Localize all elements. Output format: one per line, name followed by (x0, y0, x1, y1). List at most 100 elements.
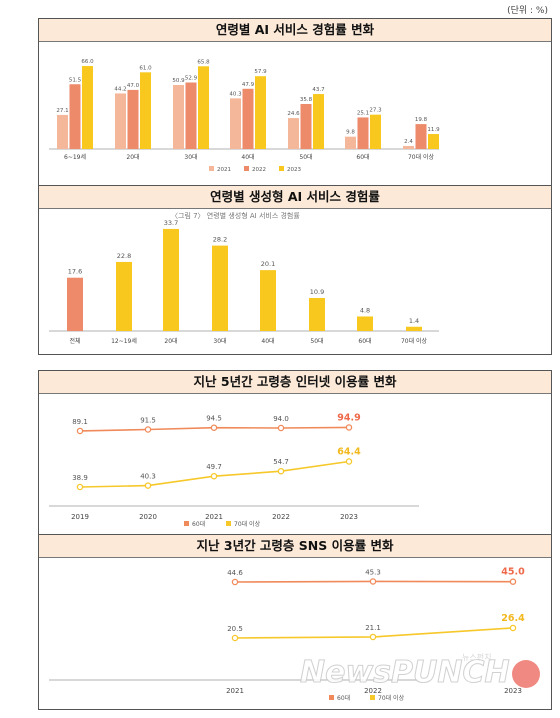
chart1-category-label: 40대 (241, 153, 254, 161)
chart3-point (76, 427, 84, 435)
chart1-bar-2022 (127, 89, 139, 149)
chart1-bar-2022 (300, 103, 312, 149)
chart3-value-label: 94.9 (337, 412, 360, 423)
chart1-value-label: 57.9 (254, 69, 267, 75)
chart2-category-label: 20대 (164, 337, 177, 345)
chart1-bar-2021 (288, 118, 299, 149)
chart4-point (231, 634, 239, 642)
chart1-bar-2023 (198, 66, 209, 149)
chart1-bar-2021 (345, 136, 356, 149)
chart1-value-label: 47.0 (127, 83, 140, 89)
chart4-point (369, 578, 377, 585)
chart2-value-label: 28.2 (213, 236, 227, 244)
chart2-category-label: 전체 (69, 337, 80, 345)
chart3-svg: 89.1 91.5 94.5 94.0 94.9 38.9 40.3 49.7 54.7 64.4… (49, 412, 419, 528)
chart1-value-label: 43.7 (312, 87, 325, 93)
chart4-legend-swatch (370, 695, 375, 700)
chart2-value-label: 1.4 (409, 317, 419, 325)
chart2-bar (406, 326, 422, 331)
chart1-bar-2022 (69, 84, 81, 149)
panel-ai-experience: 연령별 AI 서비스 경험률 변화 27.1 44.2 50.9 40.3 24.6 9.… (38, 18, 552, 187)
chart3-value-label: 49.7 (206, 463, 222, 471)
chart1-bar-2021 (115, 93, 126, 149)
chart1-legend-label: 2023 (287, 167, 301, 173)
chart3-point (144, 482, 152, 489)
chart1-value-label: 27.1 (56, 108, 68, 114)
chart4-value-label: 26.4 (501, 613, 525, 624)
watermark-korean: 뉴스펀치 (462, 653, 491, 662)
chart1-bar-2023 (313, 94, 324, 149)
chart1-legend-label: 2021 (217, 167, 231, 173)
chart1-value-label: 40.3 (229, 91, 242, 97)
chart1-value-label: 52.9 (185, 75, 198, 81)
chart4-point (509, 624, 517, 632)
chart1-value-label: 19.8 (415, 117, 428, 123)
chart1-value-label: 50.9 (172, 78, 185, 84)
chart4-value-label: 20.5 (227, 625, 243, 633)
chart3-point (277, 424, 285, 432)
chart2-category-label: 40대 (261, 337, 274, 345)
chart2-category-label: 12~19세 (111, 337, 137, 345)
chart4-x-label: 2021 (226, 687, 244, 695)
chart4-legend-swatch (329, 695, 334, 700)
chart2-subtitle: 〈그림 7〉 연령별 생성형 AI 서비스 경험률 (171, 211, 300, 220)
chart1-bar-2022 (242, 88, 254, 149)
chart2-bar (163, 228, 179, 331)
panel-internet-usage: 지난 5년간 고령층 인터넷 이용률 변화 89.1 91.5 94.5 94.0 94… (38, 370, 552, 537)
newspunch-logo: NewsPUNCH 뉴스펀치 (300, 653, 540, 691)
chart3-x-label: 2019 (71, 513, 89, 521)
chart1-value-label: 24.6 (287, 111, 300, 117)
chart3-value-label: 94.0 (273, 415, 289, 423)
chart1-value-label: 25.1 (357, 110, 369, 116)
chart3-legend-label: 70대 이상 (234, 520, 261, 528)
chart2-svg: 〈그림 7〉 연령별 생성형 AI 서비스 경험률 17.6 전체 22.8 12~1… (49, 211, 439, 345)
chart1-bar-2021 (173, 85, 184, 149)
chart3-x-label: 2023 (340, 513, 358, 521)
chart1-bar-2023 (140, 72, 151, 149)
chart3-x-label: 2021 (205, 513, 223, 521)
chart2-value-label: 20.1 (261, 260, 275, 268)
chart1-value-label: 27.3 (369, 108, 382, 114)
chart1-category-label: 70대 이상 (408, 153, 435, 161)
chart2-category-label: 50대 (310, 337, 323, 345)
chart3-point (210, 472, 218, 480)
chart1-value-label: 61.0 (139, 65, 152, 71)
chart3-legend-label: 60대 (192, 520, 205, 528)
chart2-category-label: 70대 이상 (401, 337, 428, 345)
chart1-bar-2021 (403, 145, 414, 149)
chart3-value-label: 64.4 (337, 447, 361, 458)
chart1-value-label: 66.0 (81, 59, 94, 65)
chart4-svg: 44.6 45.3 45.0 20.5 21.1 26.4 2021 2022 2023 60대 7… (49, 567, 525, 702)
chart1-value-label: 9.8 (346, 130, 355, 136)
chart3-value-label: 91.5 (140, 417, 156, 425)
chart1-bar-2022 (357, 117, 369, 149)
chart1-value-label: 2.4 (404, 139, 413, 145)
chart4-legend-label: 70대 이상 (378, 694, 405, 702)
chart2-title: 연령별 생성형 AI 서비스 경험률 (39, 186, 551, 209)
chart2-bar (357, 316, 373, 331)
chart3-point (144, 426, 152, 433)
chart4-value-label: 21.1 (365, 624, 381, 632)
chart3-value-label: 40.3 (140, 473, 156, 481)
chart1-value-label: 51.5 (69, 77, 82, 83)
newspunch-watermark: NewsPUNCH 뉴스펀치 (300, 650, 550, 694)
chart3-title: 지난 5년간 고령층 인터넷 이용률 변화 (39, 371, 551, 394)
chart3-point (345, 458, 353, 465)
chart2-bar (67, 277, 83, 331)
chart1-bar-2021 (230, 98, 241, 149)
chart1-value-label: 44.2 (114, 86, 126, 92)
chart1-legend-swatch (279, 166, 284, 171)
chart3-value-label: 38.9 (72, 474, 88, 482)
chart1-value-label: 47.9 (242, 82, 255, 88)
chart2-value-label: 10.9 (310, 288, 324, 296)
chart3-point (210, 424, 218, 431)
chart1-category-label: 50대 (299, 153, 312, 161)
chart4-title: 지난 3년간 고령층 SNS 이용률 변화 (39, 535, 551, 558)
chart3-legend-swatch (226, 521, 231, 526)
chart1-bar-2022 (415, 124, 427, 149)
chart2-bar (309, 297, 325, 331)
chart4-x-label: 2023 (504, 687, 522, 695)
watermark-mark (512, 660, 540, 688)
chart2-value-label: 17.6 (68, 268, 82, 276)
panel-sns-usage: 지난 3년간 고령층 SNS 이용률 변화 44.6 45.3 45.0 20.5 21… (38, 534, 552, 710)
